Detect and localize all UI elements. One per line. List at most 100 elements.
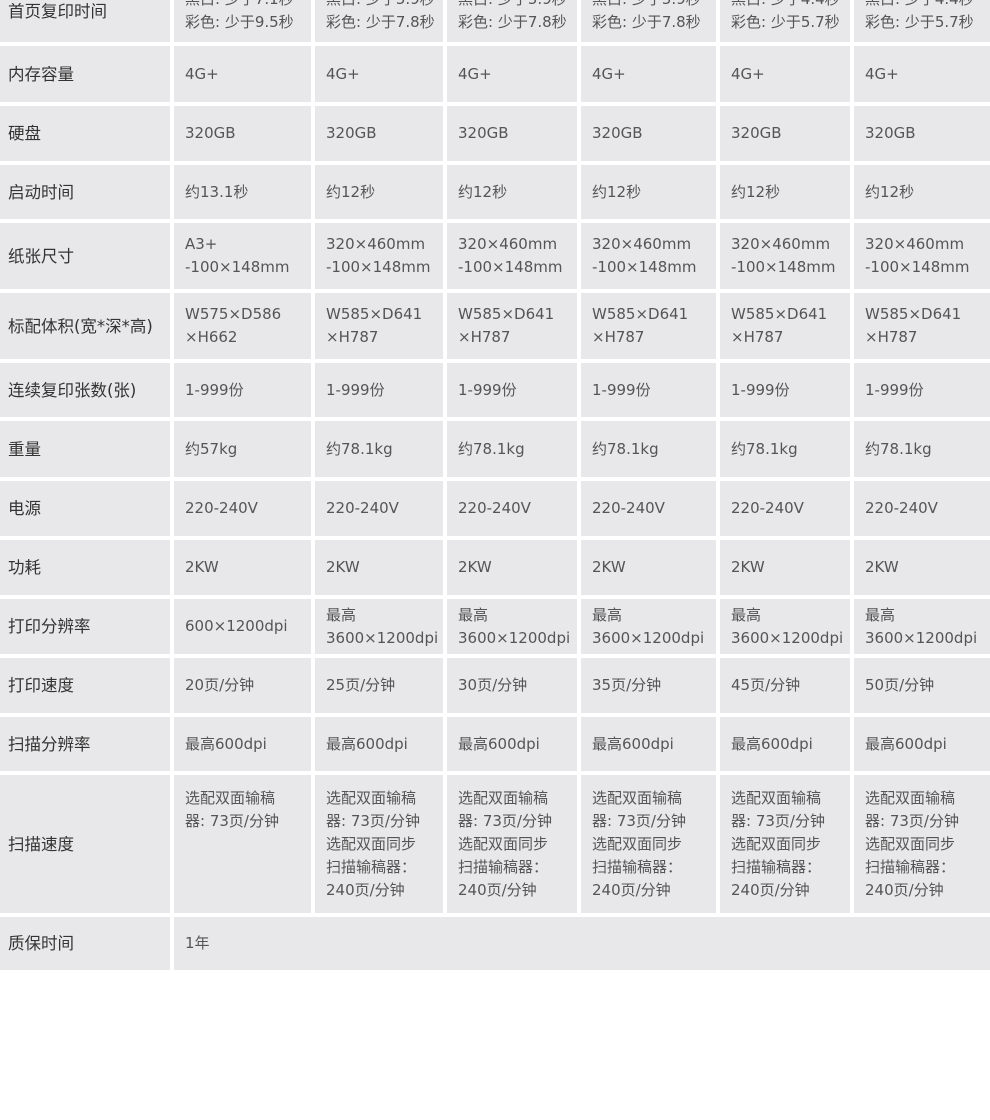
cell-line: 约78.1kg (592, 439, 659, 458)
spec-cell: 黑白: 少于4.4秒彩色: 少于5.7秒 (854, 0, 990, 42)
spec-cell: 2KW (315, 540, 443, 595)
row-label: 扫描速度 (0, 775, 170, 913)
cell-line: ×H787 (865, 328, 918, 346)
cell-line: 320×460mm (731, 235, 831, 253)
spec-cell: 约78.1kg (854, 421, 990, 477)
cell-line: 约12秒 (458, 182, 508, 201)
cell-line: W585×D641 (326, 305, 423, 323)
cell-line: 1-999份 (326, 380, 385, 399)
cell-line: ×H787 (458, 328, 511, 346)
cell-line: 彩色: 少于7.8秒 (458, 13, 567, 31)
cell-line: 320GB (592, 124, 643, 142)
spec-cell: 黑白: 少于5.9秒彩色: 少于7.8秒 (581, 0, 716, 42)
spec-cell: 4G+ (174, 46, 311, 102)
row-label: 扫描分辨率 (0, 717, 170, 771)
spec-cell: 50页/分钟 (854, 658, 990, 713)
cell-line: 彩色: 少于5.7秒 (865, 13, 974, 31)
cell-line: W585×D641 (592, 305, 689, 323)
cell-line: -100×148mm (185, 258, 290, 276)
cell-line: 20页/分钟 (185, 676, 255, 694)
cell-line: W585×D641 (731, 305, 828, 323)
cell-line: 最高 (731, 605, 762, 624)
spec-cell: 220-240V (581, 481, 716, 536)
spec-cell: 最高600dpi (581, 717, 716, 771)
row-label: 重量 (0, 421, 170, 477)
spec-cell: 1-999份 (581, 363, 716, 417)
cell-line: 1-999份 (731, 380, 790, 399)
cell-line: 扫描输稿器： (326, 858, 417, 876)
spec-cell: W585×D641 ×H787 (720, 293, 850, 359)
cell-line: 320GB (326, 124, 377, 142)
spec-cell: 约13.1秒 (174, 165, 311, 219)
spec-cell: 320×460mm -100×148mm (854, 223, 990, 289)
spec-cell: 约12秒 (315, 165, 443, 219)
cell-line: 1-999份 (865, 380, 924, 399)
spec-cell: 最高 3600×1200dpi (854, 599, 990, 654)
cell-line: 4G+ (731, 64, 765, 83)
spec-cell: 320GB (581, 106, 716, 161)
row-label: 内存容量 (0, 46, 170, 102)
spec-cell: 2KW (174, 540, 311, 595)
cell-line: 彩色: 少于7.8秒 (592, 13, 701, 31)
spec-cell: 220-240V (720, 481, 850, 536)
spec-cell: 220-240V (447, 481, 577, 536)
cell-line: 4G+ (326, 64, 360, 83)
cell-line: 选配双面输稿 (458, 789, 549, 807)
cell-line: 320×460mm (592, 235, 692, 253)
spec-cell: W585×D641 ×H787 (447, 293, 577, 359)
spec-cell: 320×460mm -100×148mm (315, 223, 443, 289)
spec-cell: 约78.1kg (447, 421, 577, 477)
cell-line: 约12秒 (865, 182, 915, 201)
cell-line: 320GB (458, 124, 509, 142)
cell-line: 1年 (185, 934, 210, 952)
cell-line: 约12秒 (592, 182, 642, 201)
row-label: 连续复印张数(张) (0, 363, 170, 417)
cell-line: -100×148mm (458, 258, 563, 276)
cell-line: 选配双面输稿 (592, 789, 683, 807)
spec-cell: 最高 3600×1200dpi (315, 599, 443, 654)
cell-line: 黑白: 少于5.9秒 (592, 0, 716, 11)
spec-cell: 20页/分钟 (174, 658, 311, 713)
cell-line: 最高 (865, 605, 896, 624)
cell-line: 最高600dpi (865, 734, 947, 753)
spec-cell: 4G+ (720, 46, 850, 102)
spec-cell: 最高600dpi (447, 717, 577, 771)
cell-line: -100×148mm (865, 258, 970, 276)
cell-line: 25页/分钟 (326, 676, 396, 694)
cell-line: 选配双面同步 (731, 835, 822, 853)
cell-line: 3600×1200dpi (326, 628, 439, 647)
spec-cell: 25页/分钟 (315, 658, 443, 713)
cell-line: 约78.1kg (731, 439, 798, 458)
spec-cell: 最高 3600×1200dpi (720, 599, 850, 654)
spec-cell: 选配双面输稿 器: 73页/分钟 选配双面同步 扫描输稿器： 240页/分钟 (854, 775, 990, 913)
spec-cell: 320×460mm -100×148mm (447, 223, 577, 289)
cell-line: W585×D641 (458, 305, 555, 323)
spec-cell: 4G+ (581, 46, 716, 102)
spec-cell: 1-999份 (315, 363, 443, 417)
spec-cell: 35页/分钟 (581, 658, 716, 713)
cell-line: 240页/分钟 (326, 881, 405, 899)
cell-line: 2KW (326, 558, 360, 576)
cell-line: 320×460mm (326, 235, 426, 253)
cell-line: ×H787 (592, 328, 645, 346)
cell-line: 1-999份 (592, 380, 651, 399)
spec-cell: W585×D641 ×H787 (581, 293, 716, 359)
spec-cell: 黑白: 少于5.9秒彩色: 少于7.8秒 (315, 0, 443, 42)
cell-line: 240页/分钟 (592, 881, 671, 899)
cell-line: 2KW (458, 558, 492, 576)
spec-cell: 1年 (174, 917, 990, 970)
spec-cell: 4G+ (854, 46, 990, 102)
spec-cell: 220-240V (174, 481, 311, 536)
spec-cell: 220-240V (854, 481, 990, 536)
cell-line: 3600×1200dpi (592, 628, 705, 647)
cell-line: 约13.1秒 (185, 182, 249, 201)
spec-cell: 约12秒 (854, 165, 990, 219)
spec-cell: 320GB (447, 106, 577, 161)
cell-line: 320GB (731, 124, 782, 142)
spec-cell: 320GB (315, 106, 443, 161)
cell-line: 最高600dpi (185, 734, 267, 753)
row-label: 首页复印时间 (0, 0, 170, 42)
cell-line: 4G+ (592, 64, 626, 83)
cell-line: 最高600dpi (731, 734, 813, 753)
